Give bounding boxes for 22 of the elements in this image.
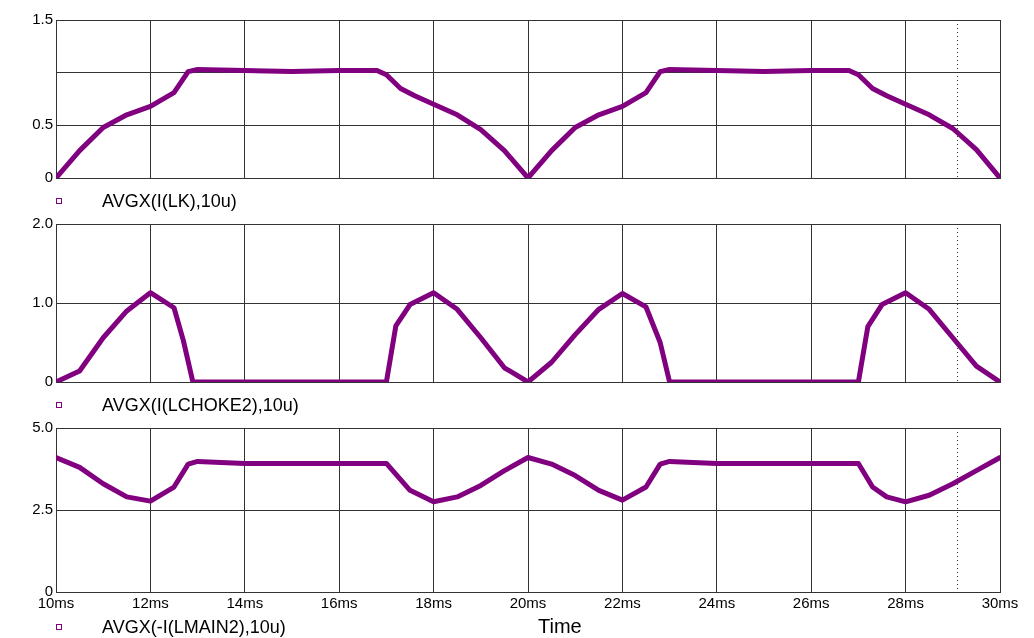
y-tick-label: 2.0 bbox=[32, 214, 53, 232]
x-tick-label: 22ms bbox=[604, 594, 641, 612]
x-tick-label: 26ms bbox=[792, 594, 830, 612]
x-axis-title: Time bbox=[538, 615, 582, 638]
y-tick-label: 0.5 bbox=[32, 115, 53, 133]
y-tick-label: 2.5 bbox=[32, 500, 53, 518]
x-tick-label: 12ms bbox=[132, 594, 169, 612]
x-tick-label: 28ms bbox=[887, 594, 924, 612]
y-tick-label: 1.5 bbox=[32, 10, 53, 28]
x-tick-label: 30ms bbox=[981, 594, 1019, 612]
legend-label: AVGX(I(LCHOKE2),10u) bbox=[102, 394, 299, 416]
x-tick-label: 20ms bbox=[509, 594, 547, 612]
y-tick-label: 0 bbox=[44, 372, 53, 390]
y-tick-label: 5.0 bbox=[32, 418, 53, 436]
y-tick-label: 1.0 bbox=[32, 293, 53, 311]
x-tick-label: 24ms bbox=[698, 594, 736, 612]
legend-label: AVGX(-I(LMAIN2),10u) bbox=[102, 616, 286, 638]
x-tick-label: 16ms bbox=[320, 594, 358, 612]
x-tick-label: 14ms bbox=[226, 594, 264, 612]
x-tick-label: 18ms bbox=[415, 594, 452, 612]
legend-label: AVGX(I(LK),10u) bbox=[102, 190, 237, 212]
y-tick-label: 0 bbox=[44, 168, 53, 186]
